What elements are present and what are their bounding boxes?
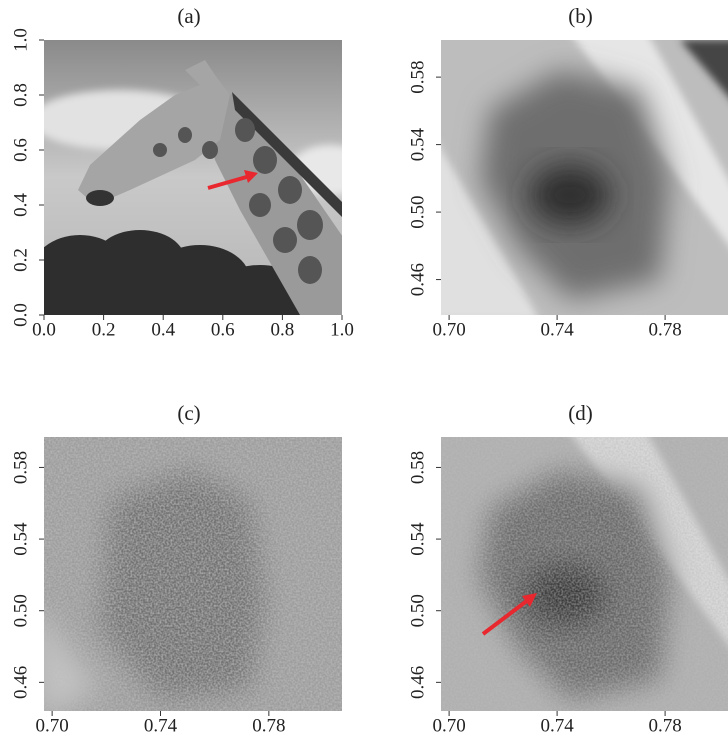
panel-title: (b) bbox=[568, 4, 593, 28]
image-d bbox=[441, 420, 728, 711]
x-tick-label: 0.74 bbox=[540, 715, 574, 736]
x-tick-label: 0.8 bbox=[271, 319, 295, 340]
x-tick-label: 0.70 bbox=[432, 319, 465, 340]
x-tick-label: 0.74 bbox=[540, 319, 574, 340]
x-tick-label: 0.74 bbox=[144, 715, 178, 736]
y-tick-label: 0.50 bbox=[407, 594, 428, 627]
y-tick-label: 0.8 bbox=[10, 83, 31, 107]
y-tick-label: 0.54 bbox=[407, 127, 428, 161]
x-tick-label: 0.2 bbox=[92, 319, 116, 340]
y-tick-label: 0.0 bbox=[10, 303, 31, 327]
x-tick-label: 0.78 bbox=[252, 715, 285, 736]
x-tick-label: 0.78 bbox=[648, 319, 681, 340]
panel-title: (c) bbox=[177, 401, 200, 425]
image-a bbox=[30, 40, 370, 315]
y-tick-label: 0.4 bbox=[10, 193, 31, 217]
y-tick-label: 0.46 bbox=[10, 666, 31, 699]
y-tick-label: 1.0 bbox=[10, 28, 31, 52]
x-tick-label: 0.0 bbox=[32, 319, 56, 340]
x-tick-label: 0.70 bbox=[36, 715, 69, 736]
x-tick-label: 0.70 bbox=[432, 715, 465, 736]
image-b bbox=[430, 20, 728, 320]
y-tick-label: 0.46 bbox=[407, 263, 428, 296]
y-tick-label: 0.54 bbox=[10, 522, 31, 556]
y-tick-label: 0.2 bbox=[10, 248, 31, 272]
x-tick-label: 1.0 bbox=[330, 319, 354, 340]
image-c bbox=[30, 437, 342, 720]
panel-title: (d) bbox=[568, 401, 593, 425]
y-tick-label: 0.58 bbox=[407, 60, 428, 93]
x-tick-label: 0.78 bbox=[648, 715, 681, 736]
y-tick-label: 0.46 bbox=[407, 666, 428, 699]
panel-title: (a) bbox=[177, 4, 200, 28]
x-tick-label: 0.6 bbox=[211, 319, 235, 340]
figure: (a) 0.0 0.2 0.4 0.6 0.8 1.0 0.0 0.2 0.4 0.6 0.8 1.0 (… bbox=[0, 0, 728, 740]
y-tick-label: 0.58 bbox=[10, 451, 31, 484]
y-tick-label: 0.50 bbox=[407, 195, 428, 228]
y-tick-label: 0.6 bbox=[10, 138, 31, 162]
y-tick-label: 0.50 bbox=[10, 594, 31, 627]
y-tick-label: 0.54 bbox=[407, 522, 428, 556]
y-tick-label: 0.58 bbox=[407, 451, 428, 484]
x-tick-label: 0.4 bbox=[151, 319, 175, 340]
